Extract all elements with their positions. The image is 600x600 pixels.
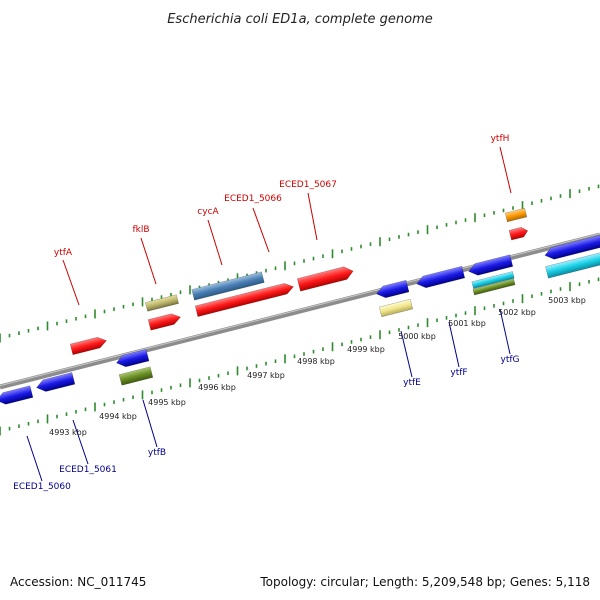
top-gene-label: ytfA	[54, 248, 73, 258]
genome-summary-text: Topology: circular; Length: 5,209,548 bp…	[259, 575, 590, 589]
scale-label: 5002 kbp	[498, 308, 536, 317]
top-gene-label: ytfH	[491, 134, 510, 144]
top-label-leader	[62, 259, 80, 306]
top-gene-label: fklB	[132, 225, 149, 235]
scale-label: 5003 kbp	[548, 296, 586, 305]
bottom-gene-label: ytfE	[403, 378, 421, 388]
scale-label: 4994 kbp	[99, 412, 137, 421]
gene-arrow-ytfB-upper	[116, 348, 150, 368]
top-label-leader	[307, 192, 318, 241]
scale-label: 4996 kbp	[198, 383, 236, 392]
scale-label: 5001 kbp	[448, 319, 486, 328]
top-gene-labels: ytfA fklB cycA ECED1_5066 ECED1_5067 ytfH	[54, 134, 512, 306]
bottom-label-leader	[142, 399, 158, 448]
scale-label: 4999 kbp	[347, 345, 385, 354]
gene-arrow-fklB	[147, 313, 181, 331]
bottom-gene-label: ytfG	[501, 355, 520, 365]
map-title: Escherichia coli ED1a, complete genome	[167, 12, 433, 27]
gene-block-right-cyan	[545, 251, 600, 279]
bottom-gene-label: ECED1_5061	[59, 465, 117, 475]
gene-block-fklB-upper	[145, 294, 179, 312]
scale-label: 4993 kbp	[49, 428, 87, 437]
scale-label: 4998 kbp	[297, 357, 335, 366]
gene-block-cycA	[191, 271, 265, 301]
bottom-label-leader	[26, 435, 43, 482]
gene-block-ytfG-olive	[472, 278, 516, 296]
scale-label: 4995 kbp	[148, 398, 186, 407]
gene-block-ytfE	[378, 298, 414, 318]
bottom-gene-label: ytfF	[450, 368, 467, 378]
gene-arrow-right-blue	[544, 234, 600, 260]
gene-arrow-ECED1_5061	[36, 372, 76, 392]
top-label-leader	[207, 219, 223, 266]
bottom-tick-track	[0, 277, 600, 436]
gene-block-ytfH-upper	[504, 207, 528, 223]
gene-arrow-ECED1_5066	[194, 283, 294, 317]
bottom-label-leader	[72, 419, 89, 465]
scale-label: 5000 kbp	[398, 332, 436, 341]
scale-label: 4997 kbp	[247, 371, 285, 380]
bottom-gene-labels: ECED1_5060 ECED1_5061 ytfB ytfE ytfF ytfG	[13, 308, 520, 492]
gene-arrow-ytfF	[416, 265, 466, 289]
bottom-gene-label: ytfB	[148, 448, 166, 458]
bottom-label-leader	[400, 330, 413, 378]
bottom-label-leader	[448, 321, 460, 368]
gene-features	[0, 207, 600, 405]
top-gene-label: ECED1_5066	[224, 194, 282, 204]
scale-labels: 4993 kbp 4994 kbp 4995 kbp 4996 kbp 4997 kbp…	[49, 296, 586, 437]
top-label-leader	[252, 207, 270, 253]
accession-text: Accession: NC_011745	[10, 575, 146, 589]
top-gene-label: ECED1_5067	[279, 180, 337, 190]
top-gene-label: cycA	[197, 207, 219, 217]
gene-arrow-ECED1_5067	[296, 266, 354, 292]
gene-arrow-ECED1_5060	[0, 385, 34, 405]
gene-block-ytfB	[118, 366, 154, 386]
gene-arrow-ytfE-upper	[376, 279, 410, 299]
gene-arrow-ytfA	[69, 336, 107, 356]
top-label-leader	[499, 146, 512, 194]
bottom-gene-label: ECED1_5060	[13, 482, 71, 492]
top-label-leader	[140, 237, 157, 285]
bottom-label-leader	[499, 308, 511, 355]
gene-block-ytfG-cyan	[471, 271, 515, 289]
gene-arrow-ytfH	[508, 227, 529, 241]
gene-arrow-ytfG-upper	[468, 254, 514, 276]
